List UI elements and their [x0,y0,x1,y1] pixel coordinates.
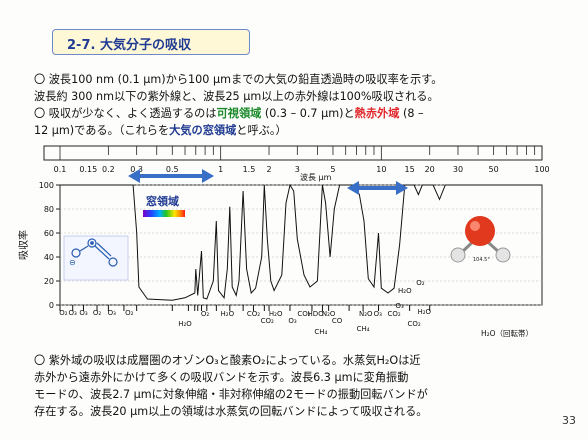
window-label: 窓領域 [146,194,179,208]
x-tick-label: 5 [330,165,335,174]
intro-line-3-a: 〇 吸収が少なく、よく透過するのは [34,107,217,120]
x-tick-label: 1.5 [243,165,256,174]
intro-line-1: 〇 波長100 nm (0.1 μm)から100 μmまでの大気の鉛直透過時の吸… [34,73,443,86]
y-tick-label: 40 [44,253,54,262]
y-tick-label: 60 [44,229,54,238]
bottom-line-2: 赤外から遠赤外にかけて多くの吸収バンドを示す。波長6.3 μmに変角振動 [34,371,409,384]
band-label: H₂O [417,308,431,316]
band-label: N₂O [322,310,336,318]
y-tick-label: 20 [44,277,54,286]
band-label: CO₂ [247,310,260,318]
band-label: O₂ [93,309,102,317]
title-box: 2-7. 大気分子の吸収 [52,29,250,55]
intro-line-4-a: 12 μm)である。（これらを [34,124,170,137]
atmospheric-window-text: 大気の窓領域 [169,124,237,137]
window-arrow-right [347,181,408,195]
y-axis-label: 吸収率 [17,230,30,260]
y-tick-label: 100 [39,181,54,190]
band-label: O₃ [69,309,78,317]
bottom-line-1: 〇 紫外域の吸収は成層圏のオゾンO₃と酸素O₂によっている。水蒸気H₂Oは近 [34,354,421,367]
intro-line-3: 〇 吸収が少なく、よく透過するのは可視領域 (0.3 – 0.7 μm)と熱赤外… [34,105,424,122]
x-axis-label: 波長 μm [300,172,332,182]
x-tick-labels: 0.1 0.15 0.2 0.3 0.5 1 1.5 2 3 5 10 15 20 30 50 100 [54,165,550,174]
x-tick-label: 2 [266,165,271,174]
band-label: H₂O [178,320,192,328]
x-tick-label: 0.2 [102,165,115,174]
band-label: CO₂ [297,310,310,318]
band-label: O₂ [201,310,210,318]
y-axis: 0 20 40 60 80 100 [39,181,542,310]
x-tick-label: 1 [218,165,223,174]
band-label: H₂O [398,287,412,295]
x-tick-label: 15 [405,165,415,174]
bottom-line-4: 存在する。波長20 μm以上の領域は水蒸気の回転バンドによって吸収される。 [34,405,428,418]
x-tick-label: 30 [453,165,463,174]
band-label: CO [332,317,343,325]
band-label: N₂O [359,310,373,318]
intro-line-2: 波長約 300 nm以下の紫外線と、波長25 μm以上の赤外線は100%吸収され… [34,90,439,103]
slide-title: 2-7. 大気分子の吸収 [67,38,191,53]
x-tick-label: 10 [376,165,386,174]
water-molecule-icon: 104.5° [450,216,511,263]
band-label: O₃ [79,309,88,317]
h2o-rotation-label: H₂O（回転帯） [481,328,533,338]
y-tick-label: 80 [44,205,54,214]
absorption-curve [60,183,542,301]
band-label: CO₂ [261,317,274,325]
band-label: CO₂ [408,320,421,328]
band-label: H₂O [221,310,235,318]
band-label: CO₂ [387,310,400,318]
top-ruler-frame [43,145,543,161]
absorption-chart: 0.1 0.15 0.2 0.3 0.5 1 1.5 2 3 5 10 15 20 30 50 100 0 20… [17,145,550,338]
intro-line-3-b: (0.3 – 0.7 μm)と [261,107,355,120]
band-label: HDO [308,310,325,318]
band-label: H₂O [269,310,283,318]
intro-line-3-c: (8 – [399,107,424,120]
x-tick-label: 3 [295,165,300,174]
band-label: O₃ [108,309,117,317]
band-label: O₃ [395,302,404,310]
band-label: CH₄ [357,325,370,333]
bottom-line-3: モードの、波長2.7 μmに対象伸縮・非対称伸縮の2モードの振動回転バンドが [34,388,428,401]
band-label: O₂ [59,309,68,317]
band-label: O₂ [416,279,425,287]
x-tick-label: 0.5 [166,165,179,174]
x-tick-label: 20 [425,165,435,174]
page-number: 33 [562,414,576,427]
x-tick-label: 0.3 [130,165,143,174]
top-ruler-ticks [59,146,536,160]
x-tick-label: 50 [489,165,499,174]
y-tick-label: 0 [49,301,54,310]
intro-line-4: 12 μm)である。（これらを大気の窓領域と呼ぶ。） [34,122,287,139]
x-tick-label: 0.15 [79,165,97,174]
visible-region-text: 可視領域 [216,107,262,120]
x-tick-label: 100 [534,165,549,174]
band-label: O₃ [374,310,383,318]
band-label: O₃ [288,317,297,325]
intro-line-4-b: と呼ぶ。） [236,124,287,137]
water-angle-label: 104.5° [473,257,490,263]
band-label: O₂ [125,309,134,317]
absorption-band-markers [59,305,431,311]
ozone-molecule-icon: ⊖ [63,235,129,281]
window-arrow-left [128,169,214,183]
band-label: CH₄ [314,328,327,336]
visible-spectrum-bar [143,210,185,217]
thermal-ir-text: 熱赤外域 [354,107,400,120]
svg-text:⊖: ⊖ [69,258,76,267]
x-tick-label: 0.1 [54,165,67,174]
